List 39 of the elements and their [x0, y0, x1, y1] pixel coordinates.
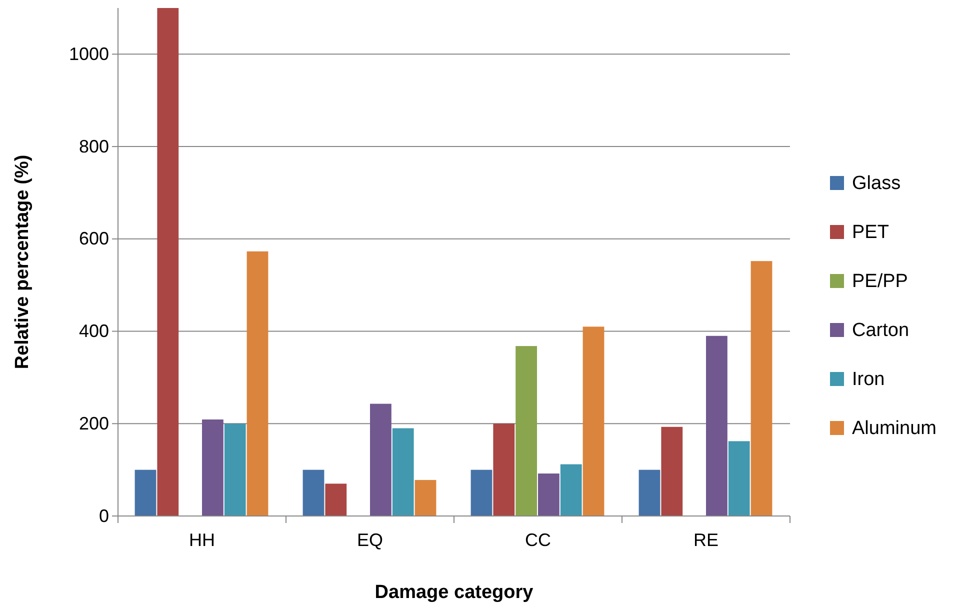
- legend-label: PE/PP: [852, 271, 908, 292]
- legend-label: Glass: [852, 173, 901, 194]
- legend-label: Carton: [852, 320, 910, 341]
- bar: [224, 424, 246, 516]
- bar: [414, 480, 436, 516]
- x-axis-title: Damage category: [374, 582, 534, 603]
- legend-label: Aluminum: [852, 418, 936, 439]
- bar: [157, 8, 179, 516]
- bar: [706, 336, 728, 516]
- y-tick-label: 0: [98, 506, 109, 526]
- bar: [661, 426, 683, 516]
- bar: [470, 470, 492, 516]
- x-tick-label: CC: [525, 530, 551, 550]
- legend-label: Iron: [852, 369, 885, 390]
- bar: [638, 470, 660, 516]
- bar: [370, 404, 392, 516]
- x-tick-label: EQ: [356, 530, 384, 550]
- bar: [516, 346, 537, 516]
- y-tick-label: 800: [78, 136, 109, 156]
- y-tick-label: 200: [78, 413, 109, 434]
- x-tick-label: RE: [693, 530, 719, 550]
- bar: [582, 326, 604, 516]
- bar: [246, 251, 268, 516]
- bar: [728, 441, 750, 516]
- bar: [325, 484, 347, 516]
- y-tick-label: 400: [78, 321, 109, 342]
- y-axis-title: Relative percentage (%): [12, 154, 33, 370]
- bar: [134, 470, 156, 516]
- x-tick-label: HH: [189, 530, 215, 550]
- bar: [493, 424, 515, 516]
- bar: [750, 261, 772, 516]
- legend-label: PET: [852, 222, 890, 243]
- bar: [202, 419, 224, 516]
- bar: [560, 464, 582, 516]
- y-tick-label: 600: [78, 228, 109, 249]
- y-tick-label: 1000: [68, 44, 109, 64]
- bar: [392, 428, 414, 516]
- bar: [538, 474, 560, 516]
- bar: [302, 470, 324, 516]
